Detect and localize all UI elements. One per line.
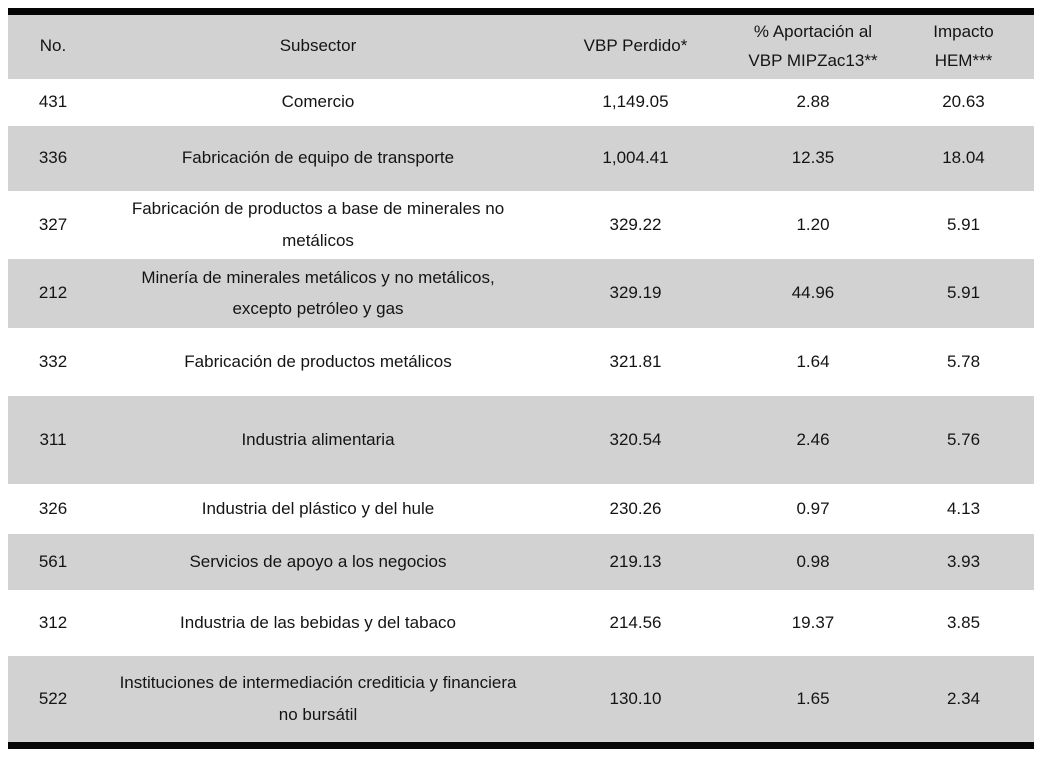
cell-vbp: 329.22 (609, 214, 662, 234)
table-row: 312 Industria de las bebidas y del tabac… (8, 590, 1034, 656)
cell-no: 212 (38, 283, 68, 303)
cell-vbp: 130.10 (609, 689, 662, 709)
cell-no: 561 (38, 551, 68, 571)
table-row: 212 Minería de minerales metálicos y no … (8, 258, 1034, 328)
col-header-aportacion: % Aportación al VBP MIPZac13** (748, 21, 878, 70)
cell-aportacion: 0.97 (796, 498, 830, 518)
cell-impacto: 20.63 (942, 92, 985, 112)
cell-aportacion: 19.37 (791, 612, 835, 632)
header-row: No. Subsector VBP Perdido* % Aportación … (8, 11, 1034, 79)
cell-subsector: Industria de las bebidas y del tabaco (180, 612, 456, 632)
table-row: 431 Comercio 1,149.05 2.88 20.63 (8, 79, 1034, 126)
table-row: 311 Industria alimentaria 320.54 2.46 5.… (8, 395, 1034, 484)
table-row: 561 Servicios de apoyo a los negocios 21… (8, 533, 1034, 590)
cell-aportacion: 44.96 (791, 283, 835, 303)
subsector-impact-table: No. Subsector VBP Perdido* % Aportación … (8, 8, 1034, 749)
cell-impacto: 3.93 (946, 551, 981, 571)
cell-no: 311 (39, 429, 67, 449)
cell-aportacion: 2.46 (796, 429, 830, 449)
col-header-no: No. (39, 36, 67, 56)
col-header-vbp-perdido: VBP Perdido* (583, 36, 688, 56)
cell-impacto: 2.34 (946, 689, 981, 709)
cell-subsector: Industria alimentaria (241, 429, 395, 449)
table-row: 332 Fabricación de productos metálicos 3… (8, 328, 1034, 396)
cell-subsector: Industria del plástico y del hule (201, 498, 435, 518)
cell-impacto: 5.76 (946, 429, 981, 449)
cell-subsector: Fabricación de productos a base de miner… (131, 199, 505, 250)
cell-subsector: Fabricación de productos metálicos (184, 351, 452, 371)
cell-vbp: 320.54 (609, 429, 662, 449)
cell-vbp: 321.81 (609, 351, 662, 371)
cell-subsector: Fabricación de equipo de transporte (181, 148, 455, 168)
cell-impacto: 3.85 (946, 612, 981, 632)
cell-impacto: 5.78 (946, 351, 981, 371)
table-header: No. Subsector VBP Perdido* % Aportación … (8, 11, 1034, 79)
col-header-impacto-hem: Impacto HEM*** (933, 21, 994, 70)
cell-no: 336 (38, 148, 68, 168)
cell-vbp: 1,149.05 (602, 92, 669, 112)
cell-subsector: Instituciones de intermediación creditic… (119, 673, 517, 724)
cell-vbp: 214.56 (609, 612, 662, 632)
cell-vbp: 1,004.41 (602, 148, 669, 168)
cell-no: 312 (38, 612, 68, 632)
cell-vbp: 329.19 (609, 283, 662, 303)
table-row: 327 Fabricación de productos a base de m… (8, 191, 1034, 259)
cell-impacto: 4.13 (946, 498, 981, 518)
col-header-subsector: Subsector (279, 36, 357, 56)
cell-aportacion: 12.35 (791, 148, 835, 168)
cell-subsector: Minería de minerales metálicos y no metá… (141, 267, 495, 318)
table-body: 431 Comercio 1,149.05 2.88 20.63 336 Fab… (8, 79, 1034, 746)
cell-aportacion: 1.20 (796, 214, 830, 234)
cell-no: 327 (38, 214, 68, 234)
cell-aportacion: 1.64 (796, 351, 830, 371)
cell-vbp: 230.26 (609, 498, 662, 518)
cell-no: 522 (38, 689, 68, 709)
cell-impacto: 5.91 (946, 214, 981, 234)
cell-aportacion: 2.88 (796, 92, 830, 112)
table-row: 522 Instituciones de intermediación cred… (8, 655, 1034, 746)
cell-no: 431 (38, 92, 68, 112)
table-row: 336 Fabricación de equipo de transporte … (8, 125, 1034, 191)
cell-subsector: Servicios de apoyo a los negocios (189, 551, 447, 571)
cell-vbp: 219.13 (609, 551, 662, 571)
cell-aportacion: 1.65 (796, 689, 830, 709)
cell-no: 326 (38, 498, 68, 518)
cell-impacto: 5.91 (946, 283, 981, 303)
cell-subsector: Comercio (281, 92, 355, 112)
table-row: 326 Industria del plástico y del hule 23… (8, 484, 1034, 534)
cell-aportacion: 0.98 (796, 551, 830, 571)
cell-no: 332 (38, 351, 68, 371)
cell-impacto: 18.04 (942, 148, 985, 168)
